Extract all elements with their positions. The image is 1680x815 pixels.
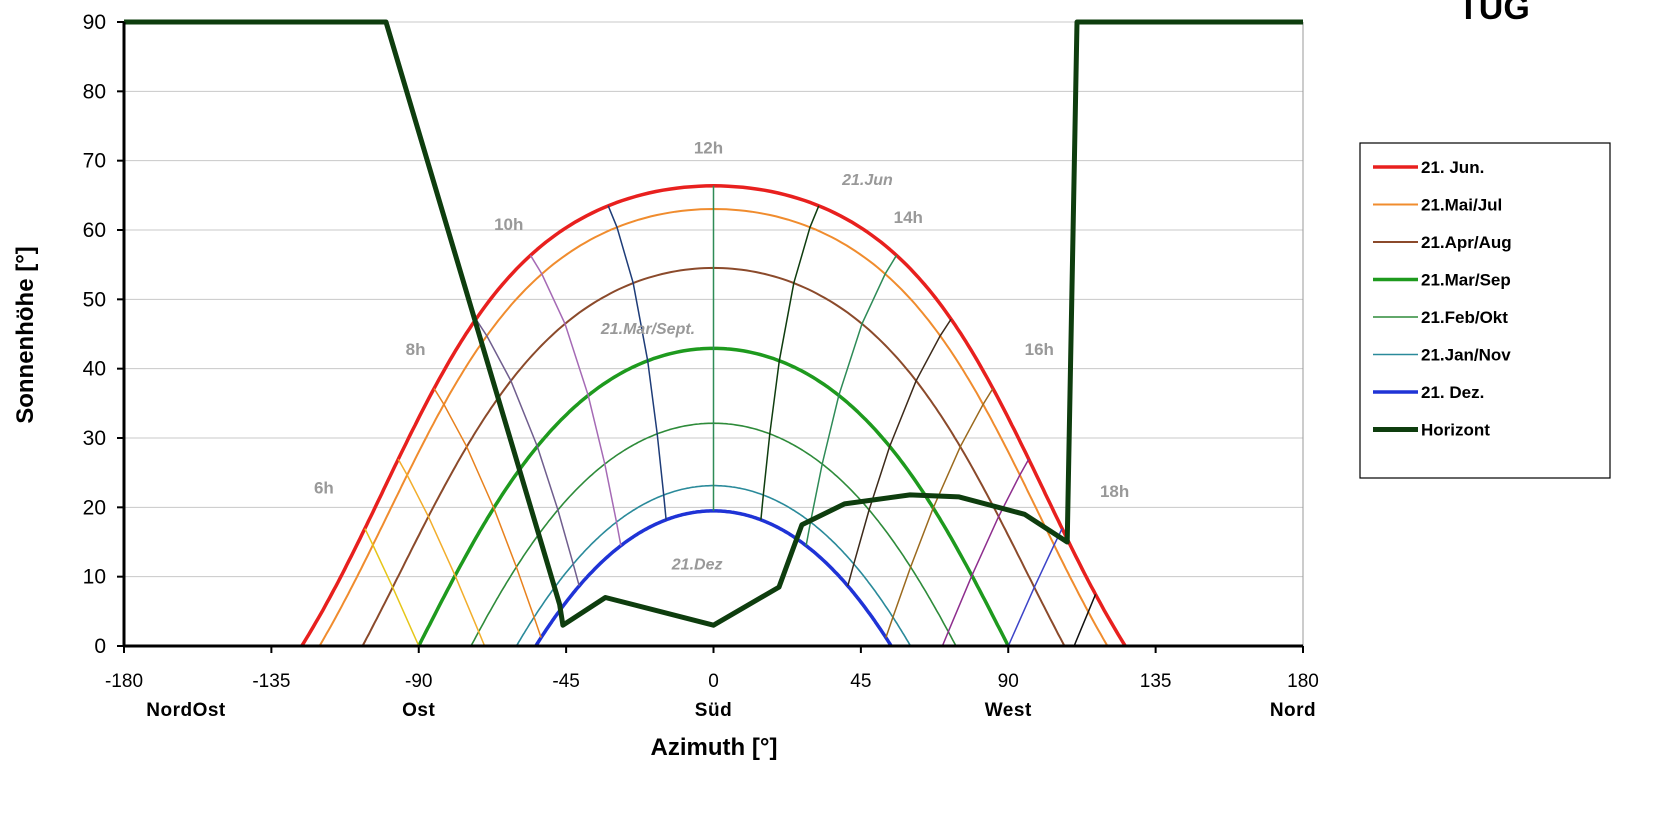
hour-line — [397, 458, 486, 647]
y-tick-label: 70 — [83, 150, 106, 173]
x-tick-label: 180 — [1287, 671, 1319, 692]
y-axis-title: Sonnenhöhe [°] — [12, 246, 39, 424]
hour-label: 12h — [694, 139, 723, 158]
direction-label: West — [985, 700, 1032, 721]
hour-line — [529, 254, 622, 546]
y-tick-label: 0 — [94, 635, 106, 658]
hour-label: 10h — [494, 215, 523, 234]
hour-line — [885, 388, 994, 638]
corner-logo-text: TUG — [1458, 0, 1530, 27]
legend-label: 21.Mar/Sep — [1421, 271, 1511, 290]
hour-line — [364, 528, 420, 647]
date-label: 21.Dez — [671, 557, 723, 574]
legend-label: 21.Feb/Okt — [1421, 308, 1508, 327]
hour-line — [847, 318, 952, 587]
x-axis-title: Azimuth [°] — [651, 734, 778, 761]
hour-label: 18h — [1100, 482, 1129, 501]
direction-label: NordOst — [146, 700, 226, 721]
hour-lines — [364, 185, 1097, 647]
direction-label: Nord — [1270, 700, 1316, 721]
legend-label: 21. Jun. — [1421, 158, 1484, 177]
y-tick-label: 90 — [83, 11, 106, 34]
date-label: 21.Jun — [841, 172, 893, 189]
legend-box — [1359, 142, 1611, 479]
hour-line — [760, 205, 820, 520]
hour-line — [433, 388, 542, 638]
x-tick-label: 135 — [1140, 671, 1172, 692]
y-tick-label: 30 — [83, 427, 106, 450]
direction-label: Ost — [402, 700, 435, 721]
hour-line — [941, 458, 1030, 647]
hour-line — [475, 318, 580, 587]
x-tick-label: 90 — [998, 671, 1019, 692]
horizon-series-line — [124, 19, 1303, 628]
legend: 21. Jun. 21.Mai/Jul 21.Apr/Aug 21.Mar/Sep 21… — [1359, 142, 1611, 479]
x-tick-label: -135 — [252, 671, 290, 692]
hour-label: 14h — [894, 208, 923, 227]
hour-line — [607, 205, 667, 520]
legend-label: Horizont — [1421, 421, 1490, 440]
y-tick-label: 80 — [83, 80, 106, 103]
horizon-line — [124, 19, 1303, 628]
hour-line — [1073, 594, 1097, 647]
y-tick-label: 20 — [83, 496, 106, 519]
legend-label: 21.Mai/Jul — [1421, 196, 1502, 215]
x-tick-label: 45 — [850, 671, 871, 692]
date-label: 21.Mar/Sept. — [600, 321, 695, 338]
y-tick-label: 50 — [83, 288, 106, 311]
x-tick-label: -90 — [405, 671, 432, 692]
hour-label: 16h — [1025, 340, 1054, 359]
legend-label: 21.Jan/Nov — [1421, 346, 1511, 365]
hour-label: 6h — [314, 478, 334, 497]
y-tick-label: 10 — [83, 566, 106, 589]
x-tick-label: -180 — [105, 671, 143, 692]
direction-label: Süd — [695, 700, 732, 721]
x-tick-label: 0 — [708, 671, 719, 692]
x-tick-label: -45 — [552, 671, 579, 692]
legend-label: 21. Dez. — [1421, 383, 1484, 402]
hour-label: 8h — [406, 340, 426, 359]
annotation-labels: 6h 8h 10h 12h 14h 16h 18h 21.Jun 21.Mar/Sept. 21.… — [314, 139, 1129, 574]
y-tick-label: 60 — [83, 219, 106, 242]
legend-label: 21.Apr/Aug — [1421, 233, 1512, 252]
axes: 0 10 20 30 40 50 60 70 80 90 -180 -135 -90 -45 0 45 90 13… — [83, 11, 1319, 721]
y-tick-label: 40 — [83, 358, 106, 381]
